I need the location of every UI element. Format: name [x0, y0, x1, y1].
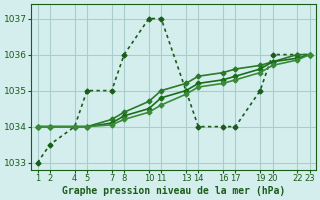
X-axis label: Graphe pression niveau de la mer (hPa): Graphe pression niveau de la mer (hPa)	[62, 186, 285, 196]
